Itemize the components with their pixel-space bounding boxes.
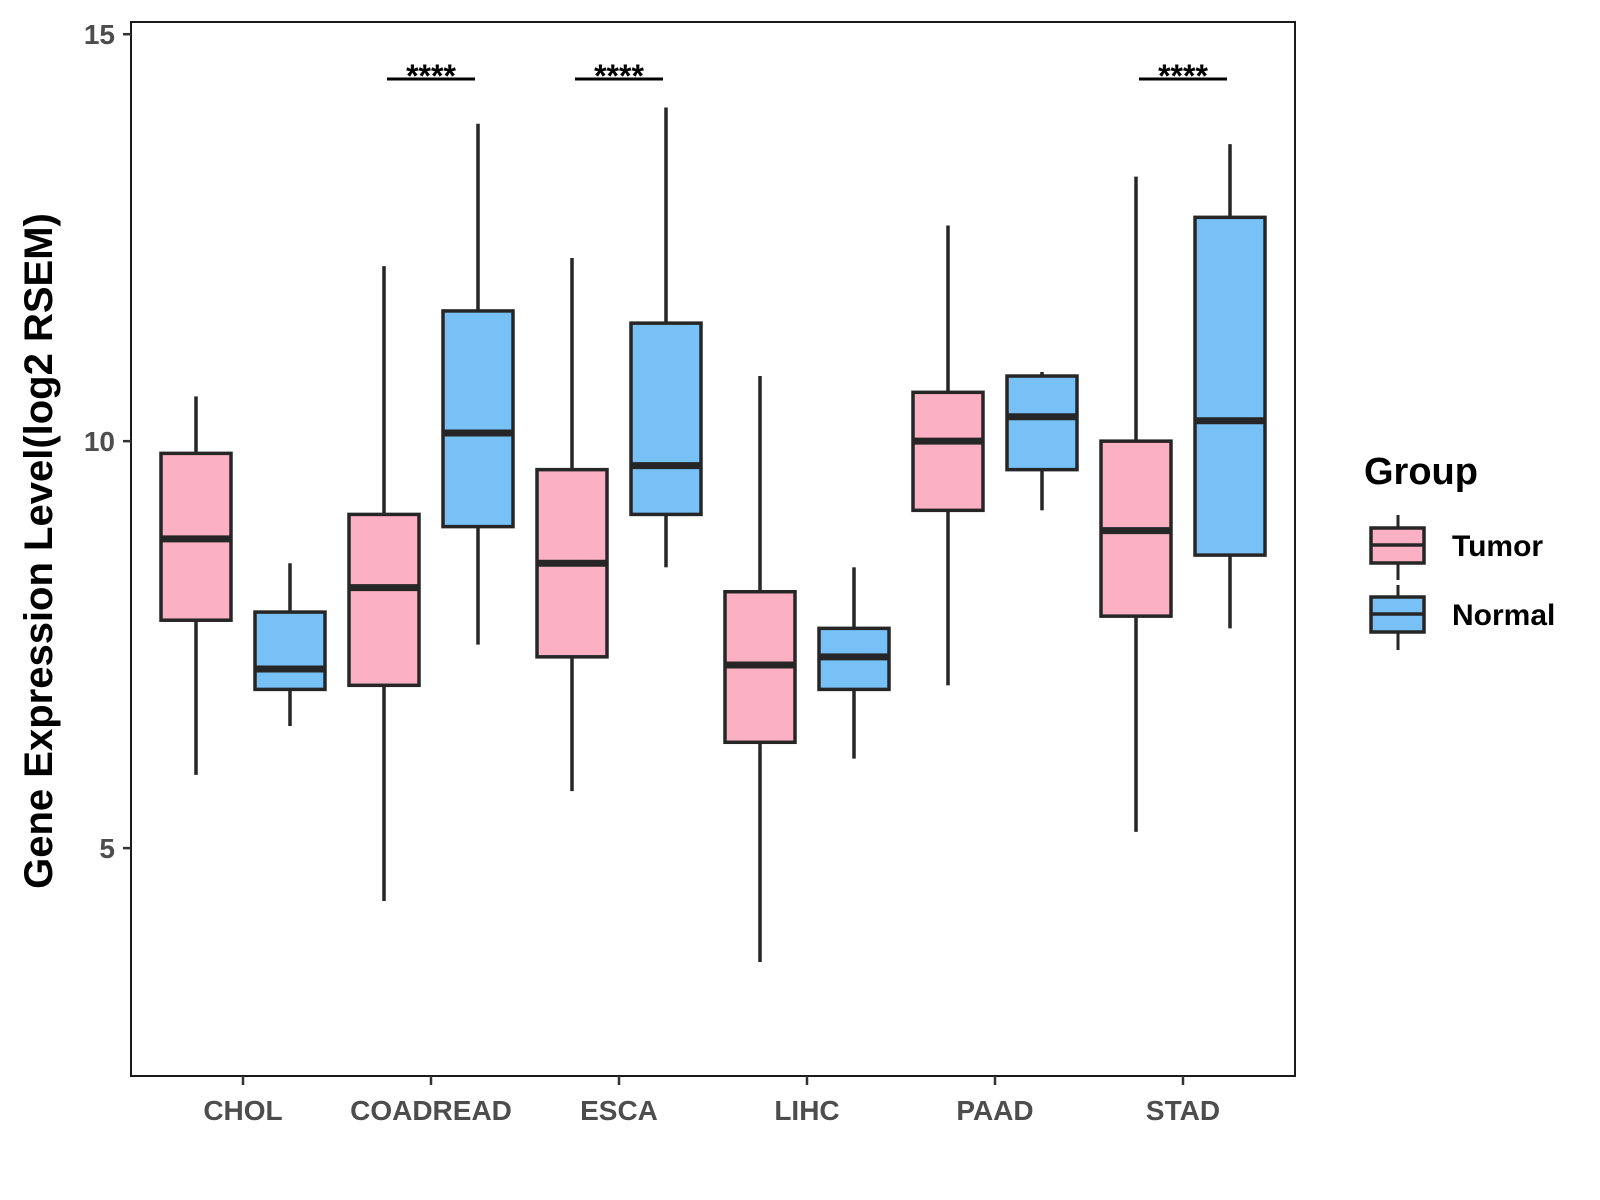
y-axis: 5 10 15 <box>84 19 131 864</box>
significance-label: **** <box>1158 58 1208 94</box>
significance-esca: **** <box>575 58 663 94</box>
box-iqr <box>253 610 327 692</box>
x-axis: CHOL COADREAD ESCA LIHC PAAD STAD <box>203 1076 1220 1126</box>
x-tick-label: PAAD <box>956 1095 1033 1126</box>
box-tumor-lihc <box>723 376 797 963</box>
box-iqr <box>911 390 985 513</box>
box-normal-stad <box>1193 144 1267 629</box>
box-tumor-esca <box>535 258 609 792</box>
legend-item-normal: Normal <box>1369 585 1555 650</box>
significance-label: **** <box>594 58 644 94</box>
box-iqr <box>347 512 421 688</box>
x-tick-label: STAD <box>1146 1095 1220 1126</box>
box-tumor-coadread <box>347 266 421 902</box>
plot-panel <box>130 21 1296 1077</box>
x-tick-label: ESCA <box>580 1095 658 1126</box>
significance-annotations: **** **** **** <box>387 58 1227 94</box>
x-tick-label: COADREAD <box>350 1095 512 1126</box>
box-iqr <box>629 321 703 517</box>
box-iqr <box>1193 215 1267 557</box>
legend-label-normal: Normal <box>1452 599 1555 632</box>
y-tick-label: 10 <box>84 426 115 457</box>
box-tumor-chol <box>159 396 233 775</box>
box-normal-paad <box>1005 371 1079 511</box>
x-tick-label: LIHC <box>774 1095 839 1126</box>
box-iqr <box>1005 374 1079 472</box>
x-tick-label: CHOL <box>203 1095 282 1126</box>
box-series <box>159 107 1267 963</box>
significance-coadread: **** <box>387 58 475 94</box>
box-normal-coadread <box>441 123 515 645</box>
legend-title: Group <box>1364 451 1478 493</box>
significance-label: **** <box>406 58 456 94</box>
box-normal-esca <box>629 107 703 568</box>
box-iqr <box>441 309 515 529</box>
box-tumor-stad <box>1099 176 1173 832</box>
box-normal-lihc <box>817 567 891 759</box>
box-tumor-paad <box>911 225 985 686</box>
legend-label-tumor: Tumor <box>1452 530 1543 563</box>
y-axis-title: Gene Expression Level(log2 RSEM) <box>17 213 61 889</box>
significance-stad: **** <box>1139 58 1227 94</box>
box-normal-chol <box>253 563 327 727</box>
legend-item-tumor: Tumor <box>1369 515 1543 580</box>
y-tick-label: 15 <box>84 19 115 50</box>
y-tick-label: 5 <box>99 833 115 864</box>
legend: Group Tumor Normal <box>1364 451 1555 650</box>
